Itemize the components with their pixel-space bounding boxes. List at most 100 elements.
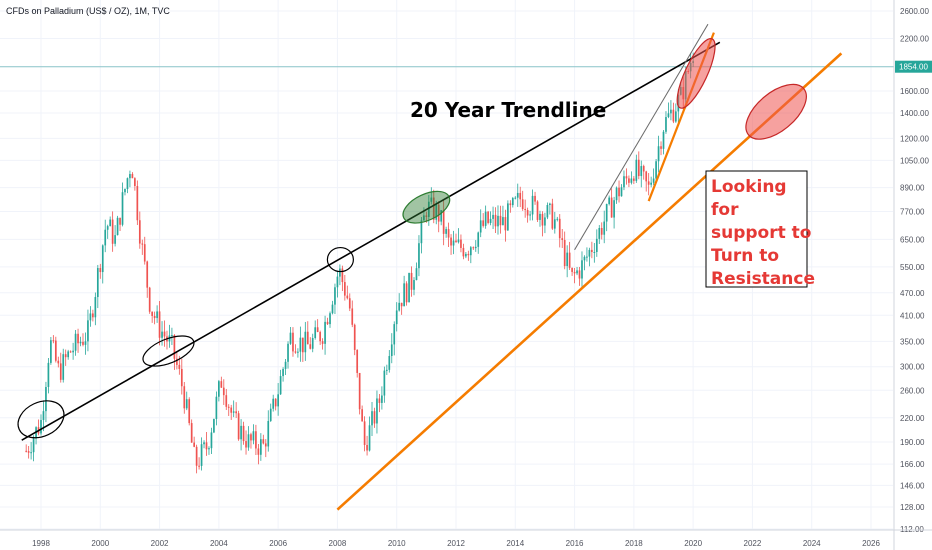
candle-body bbox=[84, 341, 87, 345]
candle-body bbox=[208, 448, 210, 450]
candle-body bbox=[158, 311, 161, 338]
candle-body bbox=[586, 256, 588, 258]
candle-body bbox=[516, 192, 519, 198]
candle-body bbox=[645, 171, 648, 182]
candle-body bbox=[447, 229, 450, 238]
candle-body bbox=[620, 187, 623, 197]
candle-body bbox=[393, 324, 396, 345]
candle-body bbox=[193, 442, 196, 447]
candle-body bbox=[264, 443, 267, 447]
y-tick-label: 410.00 bbox=[900, 311, 925, 320]
candle-body bbox=[54, 340, 57, 361]
candle-body bbox=[536, 201, 539, 220]
candle-body bbox=[79, 341, 82, 344]
candle-body bbox=[489, 218, 492, 223]
candle-body bbox=[89, 313, 92, 321]
candle-body bbox=[227, 406, 230, 408]
candle-body bbox=[222, 387, 225, 396]
candle-body bbox=[615, 187, 618, 201]
candle-body bbox=[675, 111, 677, 122]
candle-body bbox=[573, 271, 576, 274]
y-tick-label: 190.00 bbox=[900, 438, 925, 447]
y-tick-label: 550.00 bbox=[900, 263, 925, 272]
candle-body bbox=[376, 398, 378, 424]
candle-body bbox=[188, 399, 191, 424]
candle-body bbox=[247, 434, 250, 448]
candle-body bbox=[670, 109, 672, 114]
y-tick-label: 650.00 bbox=[900, 235, 925, 244]
x-tick-label: 2010 bbox=[388, 539, 406, 548]
candle-body bbox=[457, 239, 460, 243]
candle-body bbox=[363, 421, 366, 445]
x-tick-label: 2020 bbox=[684, 539, 702, 548]
candle-body bbox=[138, 220, 141, 244]
candle-body bbox=[32, 438, 35, 453]
candle-body bbox=[605, 204, 608, 222]
x-tick-label: 2026 bbox=[862, 539, 880, 548]
candle-body bbox=[613, 200, 615, 218]
candle-body bbox=[67, 351, 70, 358]
candle-body bbox=[311, 338, 314, 349]
candle-body bbox=[77, 333, 79, 344]
candle-body bbox=[106, 226, 109, 230]
candle-body bbox=[136, 186, 139, 221]
x-tick-label: 2004 bbox=[210, 539, 228, 548]
candle-body bbox=[455, 240, 457, 243]
candle-body bbox=[553, 219, 556, 229]
candle-body bbox=[292, 332, 294, 352]
x-tick-label: 2014 bbox=[506, 539, 524, 548]
candle-body bbox=[250, 434, 252, 441]
candle-body bbox=[62, 354, 65, 380]
candle-body bbox=[72, 350, 74, 353]
candle-body bbox=[277, 394, 279, 407]
candle-body bbox=[650, 182, 652, 185]
candle-body bbox=[541, 213, 544, 226]
candle-body bbox=[603, 221, 606, 235]
candle-body bbox=[662, 131, 665, 149]
candle-body bbox=[460, 239, 462, 248]
candle-body bbox=[526, 210, 529, 216]
candle-body bbox=[398, 302, 401, 311]
candle-body bbox=[591, 249, 593, 253]
candle-body bbox=[524, 208, 527, 211]
candle-body bbox=[637, 159, 640, 177]
candle-body bbox=[571, 267, 573, 272]
x-tick-label: 2016 bbox=[566, 539, 584, 548]
candle-body bbox=[267, 420, 270, 447]
touch-ellipse-2002 bbox=[142, 335, 195, 367]
candle-body bbox=[462, 247, 465, 257]
candle-body bbox=[180, 368, 183, 387]
candle-body bbox=[366, 444, 368, 451]
candle-body bbox=[425, 215, 428, 217]
candle-body bbox=[568, 252, 571, 268]
x-tick-label: 2000 bbox=[91, 539, 109, 548]
candle-body bbox=[82, 341, 84, 345]
candle-body bbox=[403, 283, 405, 307]
candle-body bbox=[331, 304, 334, 314]
candle-body bbox=[427, 201, 430, 217]
trendline-label: 20 Year Trendline bbox=[410, 98, 606, 122]
candle-body bbox=[200, 444, 203, 466]
candle-body bbox=[213, 418, 215, 433]
candle-body bbox=[316, 327, 319, 333]
candle-body bbox=[126, 178, 129, 190]
candle-body bbox=[408, 272, 410, 303]
candle-body bbox=[272, 398, 275, 409]
candle-body bbox=[173, 335, 176, 359]
candle-body bbox=[558, 218, 561, 239]
candle-body bbox=[205, 442, 208, 450]
candle-body bbox=[445, 229, 447, 234]
candle-body bbox=[435, 204, 438, 220]
candle-body bbox=[306, 331, 309, 345]
candle-body bbox=[52, 340, 55, 342]
candle-body bbox=[371, 411, 373, 426]
candle-body bbox=[171, 335, 173, 337]
candle-body bbox=[245, 441, 247, 448]
candle-body bbox=[282, 368, 284, 377]
candle-body bbox=[551, 203, 554, 229]
price-badge-label: 1854.00 bbox=[899, 63, 928, 72]
candle-body bbox=[101, 245, 104, 273]
candle-body bbox=[642, 166, 645, 172]
candle-body bbox=[319, 332, 321, 342]
candle-body bbox=[124, 189, 126, 193]
